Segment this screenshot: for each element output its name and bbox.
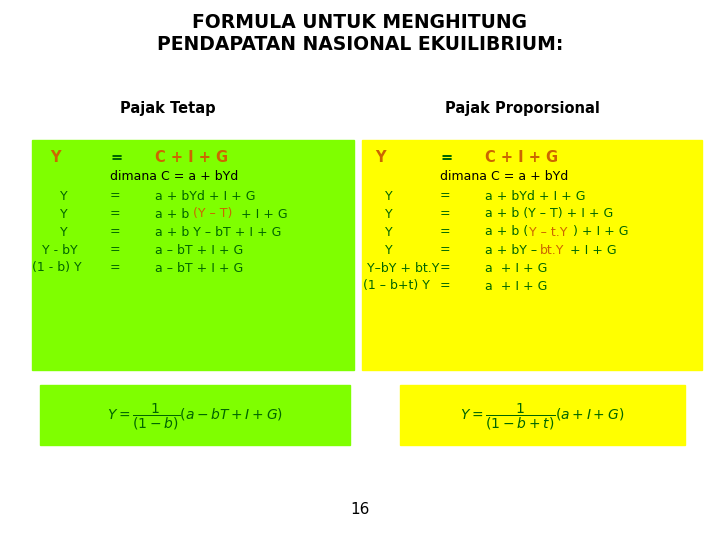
Text: =: = [440, 151, 452, 165]
Text: + I + G: + I + G [237, 207, 287, 220]
Text: a + b (Y – T) + I + G: a + b (Y – T) + I + G [485, 207, 613, 220]
Text: a – bT + I + G: a – bT + I + G [155, 244, 243, 256]
Text: =: = [110, 244, 121, 256]
Text: C + I + G: C + I + G [485, 151, 558, 165]
Text: a  + I + G: a + I + G [485, 261, 547, 274]
Text: Y – t.Y: Y – t.Y [529, 226, 567, 239]
Text: dimana C = a + bYd: dimana C = a + bYd [110, 171, 238, 184]
Text: =: = [440, 244, 451, 256]
Text: =: = [110, 151, 122, 165]
Text: Y: Y [60, 190, 68, 202]
Text: Y: Y [385, 226, 392, 239]
Text: =: = [440, 280, 451, 293]
Text: C + I + G: C + I + G [155, 151, 228, 165]
Text: =: = [110, 207, 121, 220]
Text: Y: Y [60, 207, 68, 220]
Text: 16: 16 [351, 503, 369, 517]
Text: dimana C = a + bYd: dimana C = a + bYd [440, 171, 568, 184]
Text: FORMULA UNTUK MENGHITUNG: FORMULA UNTUK MENGHITUNG [192, 12, 528, 31]
Text: a – bT + I + G: a – bT + I + G [155, 261, 243, 274]
Text: Y: Y [50, 151, 60, 165]
FancyBboxPatch shape [362, 140, 702, 370]
Text: $Y = \dfrac{1}{(1-b)}(a - bT + I + G)$: $Y = \dfrac{1}{(1-b)}(a - bT + I + G)$ [107, 402, 283, 432]
Text: =: = [440, 207, 451, 220]
Text: $Y = \dfrac{1}{(1-b+t)}(a + I + G)$: $Y = \dfrac{1}{(1-b+t)}(a + I + G)$ [460, 402, 624, 432]
Text: ) + I + G: ) + I + G [573, 226, 629, 239]
Text: a + b: a + b [155, 207, 193, 220]
Text: a + bY –: a + bY – [485, 244, 541, 256]
Text: Y–bY + bt.Y: Y–bY + bt.Y [367, 261, 439, 274]
FancyBboxPatch shape [40, 385, 350, 445]
Text: Y: Y [385, 207, 392, 220]
Text: + I + G: + I + G [566, 244, 616, 256]
Text: Y: Y [385, 190, 392, 202]
Text: =: = [110, 190, 121, 202]
Text: a + b (: a + b ( [485, 226, 528, 239]
Text: Y - bY: Y - bY [42, 244, 78, 256]
Text: a + b Y – bT + I + G: a + b Y – bT + I + G [155, 226, 282, 239]
Text: Pajak Proporsional: Pajak Proporsional [445, 100, 600, 116]
Text: (1 – b+t) Y: (1 – b+t) Y [363, 280, 430, 293]
Text: Y: Y [385, 244, 392, 256]
Text: Pajak Tetap: Pajak Tetap [120, 100, 215, 116]
Text: bt.Y: bt.Y [540, 244, 564, 256]
Text: =: = [440, 226, 451, 239]
Text: Y: Y [60, 226, 68, 239]
Text: Y: Y [375, 151, 385, 165]
Text: a  + I + G: a + I + G [485, 280, 547, 293]
Text: a + bYd + I + G: a + bYd + I + G [155, 190, 256, 202]
Text: =: = [440, 190, 451, 202]
Text: =: = [440, 261, 451, 274]
FancyBboxPatch shape [400, 385, 685, 445]
Text: (1 - b) Y: (1 - b) Y [32, 261, 81, 274]
Text: a + bYd + I + G: a + bYd + I + G [485, 190, 585, 202]
FancyBboxPatch shape [32, 140, 354, 370]
Text: =: = [110, 261, 121, 274]
Text: =: = [110, 226, 121, 239]
Text: PENDAPATAN NASIONAL EKUILIBRIUM:: PENDAPATAN NASIONAL EKUILIBRIUM: [157, 35, 563, 53]
Text: (Y – T): (Y – T) [193, 207, 233, 220]
